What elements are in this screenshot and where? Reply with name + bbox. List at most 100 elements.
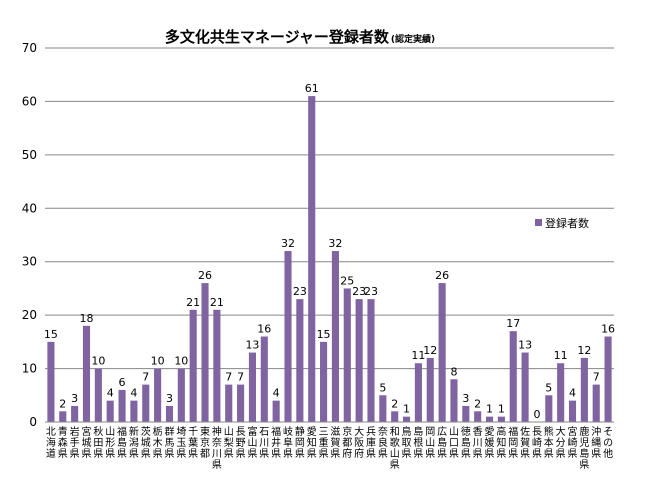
legend: 登録者数: [535, 216, 589, 230]
bar-9: [154, 368, 162, 422]
bar-8: [142, 384, 150, 422]
data-label: 2: [474, 397, 481, 410]
category-label: 鹿児島県: [579, 425, 589, 471]
data-label: 1: [498, 403, 505, 416]
bar-19: [272, 400, 280, 422]
data-label: 15: [317, 328, 331, 341]
category-label: 福島県: [117, 425, 127, 460]
bar-38: [497, 416, 505, 422]
data-label: 10: [174, 355, 188, 368]
bar-37: [485, 416, 494, 422]
category-label: 秋田県: [93, 425, 103, 460]
bar-18: [260, 336, 268, 422]
bar-2: [71, 405, 79, 422]
data-label: 10: [91, 355, 105, 368]
data-label: 32: [328, 237, 342, 250]
bar-0: [47, 341, 55, 422]
category-label: 静岡県: [295, 425, 305, 460]
bar-10: [165, 405, 174, 422]
category-label: 福岡県: [508, 425, 518, 460]
data-label: 15: [44, 328, 58, 341]
category-label: 大分県: [556, 425, 566, 460]
bar-26: [355, 299, 363, 422]
chart-title-main: 多文化共生マネージャー登録者数: [165, 28, 390, 46]
category-label: 茨城県: [141, 425, 151, 460]
data-label: 23: [352, 285, 366, 298]
bar-39: [509, 331, 517, 422]
category-label: 山口県: [449, 426, 459, 460]
legend-label: 登録者数: [545, 216, 589, 230]
bar-33: [438, 283, 446, 422]
bar-36: [474, 411, 482, 422]
bar-11: [177, 368, 185, 422]
bar-31: [414, 363, 422, 422]
bar-3: [82, 325, 91, 422]
bar-5: [106, 400, 114, 422]
bar-6: [118, 389, 126, 422]
y-tick-label: 0: [29, 415, 37, 429]
data-label: 11: [411, 349, 425, 362]
category-label: 長崎県: [532, 426, 542, 460]
data-label: 7: [142, 371, 149, 384]
bar-14: [213, 309, 221, 422]
category-label: 群馬県: [164, 425, 174, 460]
data-label: 23: [364, 285, 378, 298]
bar-46: [592, 384, 600, 422]
category-label: 宮崎県: [568, 425, 578, 460]
category-label: 高知県: [496, 425, 506, 460]
category-label: 三重県: [319, 427, 329, 460]
category-label: 徳島県: [461, 425, 471, 460]
bar-30: [402, 416, 411, 422]
data-label: 18: [79, 312, 93, 325]
y-axis-ticks: 0 10 20 30 40 50 60 70: [22, 41, 37, 429]
bar-12: [189, 309, 197, 422]
data-label: 17: [506, 317, 520, 330]
category-label: その他: [603, 426, 613, 460]
category-label: 兵庫県: [366, 425, 376, 460]
data-label: 25: [340, 274, 354, 287]
category-label: 福井県: [271, 425, 281, 460]
y-tick-label: 50: [22, 148, 37, 162]
category-label: 島根県: [413, 425, 423, 460]
data-label: 1: [486, 403, 493, 416]
category-label: 熊本県: [544, 425, 554, 460]
bar-4: [94, 368, 102, 422]
category-label: 滋賀県: [330, 425, 340, 460]
category-label: 佐賀県: [520, 426, 530, 460]
category-label: 鳥取県: [402, 425, 412, 460]
data-label: 4: [107, 387, 114, 400]
gridlines: [45, 47, 614, 370]
category-label: 石川県: [259, 427, 269, 460]
category-label: 青森県: [58, 425, 68, 460]
category-label: 富山県: [247, 425, 257, 460]
bar-15: [225, 384, 233, 422]
data-label: 3: [71, 392, 78, 405]
data-label: 61: [305, 82, 319, 95]
bar-42: [545, 395, 553, 422]
category-label: 香川県: [473, 426, 483, 460]
bar-35: [462, 405, 470, 422]
data-label: 0: [533, 408, 540, 421]
data-label: 8: [450, 365, 457, 378]
y-tick-label: 10: [22, 362, 37, 376]
data-label: 4: [273, 387, 280, 400]
data-label: 13: [245, 339, 259, 352]
y-tick-label: 70: [22, 41, 37, 55]
data-label: 23: [293, 285, 307, 298]
category-label: 沖縄県: [591, 425, 601, 460]
bar-23: [320, 341, 328, 422]
data-label: 7: [593, 371, 600, 384]
data-label: 1: [403, 403, 410, 416]
category-label: 千葉県: [188, 426, 198, 460]
bar-29: [391, 411, 399, 422]
bar-13: [201, 283, 209, 422]
category-label: 神奈川県: [212, 425, 222, 471]
data-label: 4: [130, 387, 137, 400]
bar-24: [331, 251, 339, 422]
bar-16: [237, 384, 245, 422]
data-label: 12: [577, 344, 591, 357]
data-label: 7: [225, 371, 232, 384]
category-label: 広島県: [437, 425, 447, 460]
data-label: 16: [257, 323, 271, 336]
